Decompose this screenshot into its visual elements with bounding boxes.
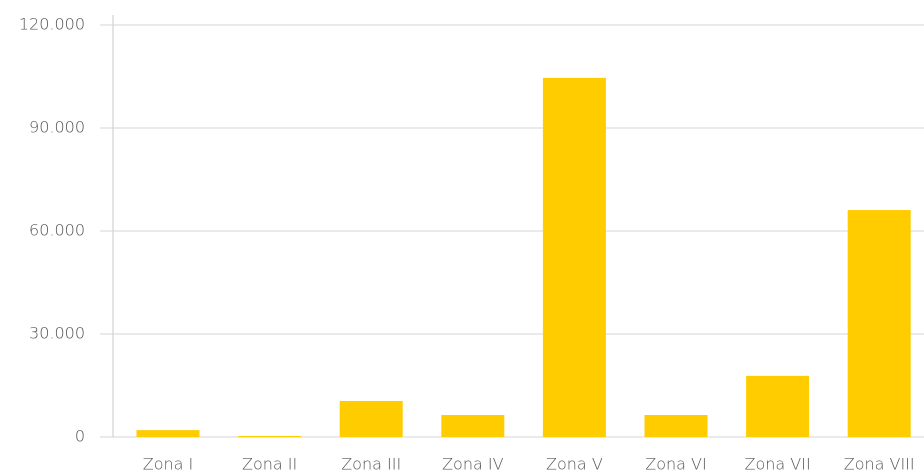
y-tick-label: 30.000 bbox=[29, 324, 85, 343]
x-tick-label: Zona IV bbox=[442, 455, 504, 473]
x-tick-label: Zona VI bbox=[645, 455, 706, 473]
y-tick-label: 90.000 bbox=[29, 118, 85, 137]
y-tick-label: 120.000 bbox=[19, 15, 85, 34]
bar bbox=[441, 415, 505, 437]
y-tick-label: 60.000 bbox=[29, 221, 85, 240]
bar bbox=[339, 400, 403, 437]
x-tick-label: Zona V bbox=[546, 455, 603, 473]
bar bbox=[746, 375, 810, 437]
x-tick-label: Zona II bbox=[242, 455, 297, 473]
bar bbox=[136, 430, 200, 437]
bar bbox=[238, 435, 302, 437]
y-tick-label: 0 bbox=[75, 427, 85, 446]
x-tick-label: Zona I bbox=[143, 455, 194, 473]
bar bbox=[542, 77, 606, 437]
x-tick-label: Zona III bbox=[341, 455, 401, 473]
x-tick-label: Zona VII bbox=[745, 455, 811, 473]
bar bbox=[847, 210, 911, 437]
bar bbox=[644, 415, 708, 437]
x-tick-label: Zona VIII bbox=[844, 455, 915, 473]
